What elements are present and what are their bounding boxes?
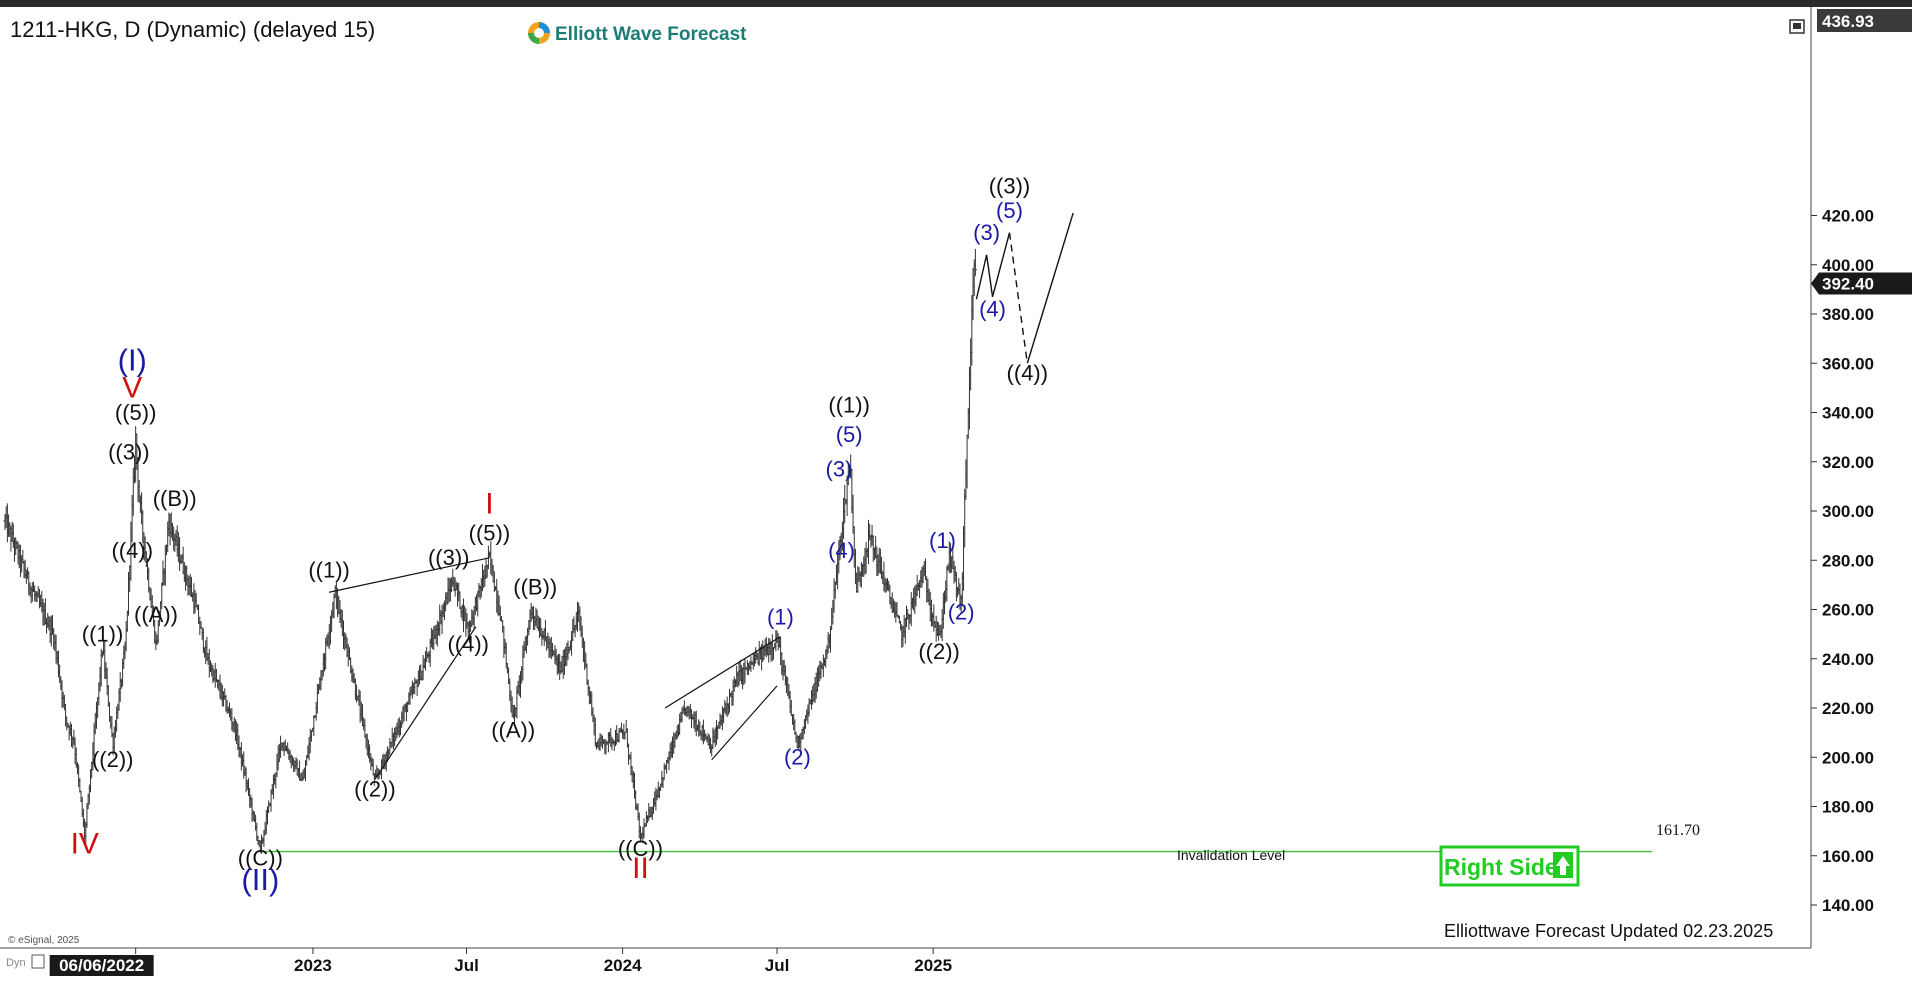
- projection-path: [975, 212, 1074, 364]
- updated-text: Elliottwave Forecast Updated 02.23.2025: [1444, 921, 1773, 941]
- y-tick-label: 420.00: [1822, 207, 1874, 226]
- wave-label: ((C)): [618, 836, 663, 861]
- wave-label: ((2)): [918, 639, 960, 664]
- channel-lines: [328, 557, 781, 780]
- wave-label: (II): [241, 862, 279, 897]
- price-bars: [3, 248, 977, 855]
- wave-label: ((2)): [92, 747, 134, 772]
- projection-segment: [975, 254, 988, 300]
- dyn-icon: [31, 954, 45, 969]
- wave-label: ((A)): [491, 718, 535, 743]
- wave-label: ((3)): [428, 545, 470, 570]
- wave-labels: IV((1))((2))((3))((4))((5))V(I)((A))((B)…: [71, 173, 1049, 897]
- right-side-button[interactable]: Right Side: [1439, 845, 1580, 887]
- channel-line: [711, 685, 778, 761]
- x-tick-label: Jul: [454, 956, 479, 975]
- y-axis: 140.00 160.00 180.00 200.00 220.00 240.00 260.…: [1811, 9, 1912, 915]
- right-side-label: Right Side: [1444, 854, 1558, 880]
- wave-label: (2): [784, 745, 811, 770]
- wave-label: (3): [973, 220, 1000, 245]
- wave-label: (I): [118, 343, 147, 378]
- wave-label: I: [485, 487, 493, 520]
- wave-label: ((1)): [82, 622, 124, 647]
- window-restore-icon[interactable]: [1789, 19, 1805, 34]
- y-tick-label: 280.00: [1822, 551, 1874, 570]
- channel-line: [374, 626, 477, 780]
- wave-label: ((4)): [447, 631, 489, 656]
- wave-label: (4): [828, 538, 855, 563]
- wave-label: ((A)): [134, 602, 178, 627]
- wave-label: ((C)): [238, 846, 283, 871]
- projection-segment: [1008, 232, 1029, 364]
- wave-label: ((B)): [513, 575, 557, 600]
- projection-segment: [991, 232, 1011, 297]
- wave-label: (5): [996, 198, 1023, 223]
- y-tick-label: 260.00: [1822, 601, 1874, 620]
- wave-label: ((4)): [111, 538, 153, 563]
- x-tick-label: 2024: [604, 956, 642, 975]
- wave-label: ((4)): [1007, 360, 1049, 385]
- x-tick-highlight: [49, 955, 154, 976]
- projection-segment: [985, 254, 994, 297]
- wave-label: ((3)): [989, 173, 1031, 198]
- wave-label: IV: [71, 827, 99, 860]
- top-value-label: 436.93: [1822, 12, 1874, 31]
- y-tick-label: 200.00: [1822, 748, 1874, 767]
- y-tick-label: 360.00: [1822, 354, 1874, 373]
- last-price-flag: [1811, 272, 1912, 295]
- y-tick-label: 180.00: [1822, 798, 1874, 817]
- copyright-text: © eSignal, 2025: [8, 935, 80, 946]
- wave-label: (1): [929, 528, 956, 553]
- x-axis: 06/06/2022 2023 Jul 2024 Jul 2025: [49, 948, 952, 976]
- dyn-label: Dyn: [6, 957, 26, 969]
- invalidation-label: Invalidation Level: [1177, 847, 1285, 863]
- wave-label: ((1)): [828, 393, 870, 418]
- brand-logo: Elliott Wave Forecast: [528, 22, 747, 45]
- y-tick-label: 300.00: [1822, 502, 1874, 521]
- dyn-toggle[interactable]: Dyn: [6, 954, 45, 969]
- brand-name: Elliott Wave Forecast: [555, 24, 747, 45]
- y-tick-label: 340.00: [1822, 404, 1874, 423]
- channel-line: [664, 636, 781, 709]
- y-tick-label: 380.00: [1822, 305, 1874, 324]
- wave-label: ((3)): [108, 439, 150, 464]
- y-tick-label: 320.00: [1822, 453, 1874, 472]
- wave-label: V: [122, 372, 142, 405]
- wave-label: (5): [836, 422, 863, 447]
- y-tick-label: 240.00: [1822, 650, 1874, 669]
- projection-segment: [1026, 212, 1074, 364]
- wave-label: (2): [948, 599, 975, 624]
- wave-label: (1): [767, 604, 794, 629]
- top-value-flag: [1817, 9, 1912, 32]
- x-tick-label: Jul: [765, 956, 790, 975]
- x-tick-label: 06/06/2022: [59, 956, 144, 975]
- x-tick-label: 2023: [294, 956, 332, 975]
- channel-line: [328, 557, 490, 593]
- wave-label: ((5)): [469, 521, 511, 546]
- last-price-label: 392.40: [1822, 274, 1874, 293]
- y-tick-label: 160.00: [1822, 847, 1874, 866]
- wave-label: ((5)): [115, 400, 157, 425]
- wave-label: ((B)): [153, 486, 197, 511]
- top-border: [0, 0, 1912, 7]
- x-tick-label: 2025: [914, 956, 952, 975]
- invalidation-value: 161.70: [1656, 822, 1700, 839]
- wave-label: (3): [826, 457, 853, 482]
- y-tick-label: 220.00: [1822, 699, 1874, 718]
- wave-label: (4): [979, 296, 1006, 321]
- wave-label: ((1)): [308, 557, 350, 582]
- wave-label: II: [632, 852, 649, 885]
- wave-label: ((2)): [354, 777, 396, 802]
- chart-title: 1211-HKG, D (Dynamic) (delayed 15): [10, 17, 375, 42]
- y-tick-label: 400.00: [1822, 256, 1874, 275]
- y-tick-label: 140.00: [1822, 896, 1874, 915]
